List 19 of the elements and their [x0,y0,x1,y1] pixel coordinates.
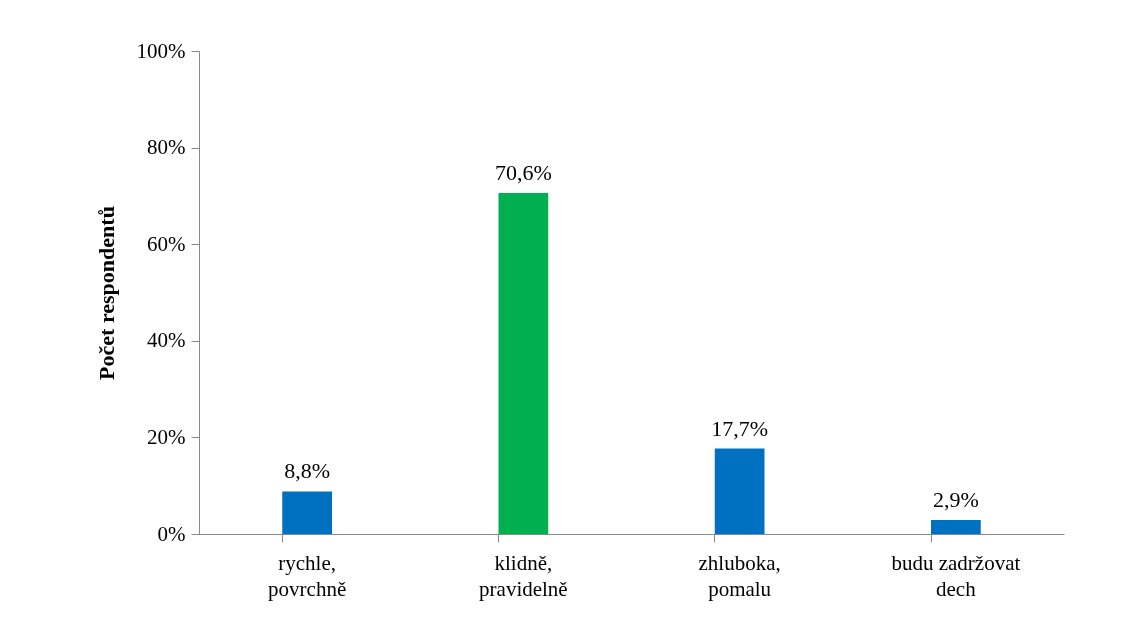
data-label: 70,6% [494,160,552,185]
y-tick-label: 20% [147,424,186,449]
y-tick-label: 40% [147,328,186,353]
bar [714,448,765,534]
y-tick-label: 100% [136,38,186,63]
bar [931,519,981,534]
y-tick-label: 0% [157,521,186,546]
data-label: 2,9% [932,486,979,512]
x-tick-label: klidně, pravidelně [479,550,568,601]
y-tick-label: 60% [147,231,186,256]
x-tick-label: rychle, povrchně [268,550,347,601]
data-label: 17,7% [711,415,769,441]
x-tick-label: zhluboka, pomalu [698,550,781,601]
bar [282,491,332,534]
y-axis-title: Počet respondentů [93,206,119,380]
data-label: 8,8% [284,458,331,484]
bar [498,193,549,534]
y-tick-label: 80% [147,135,186,160]
x-tick-label: budu zadržovat dech [891,550,1021,601]
